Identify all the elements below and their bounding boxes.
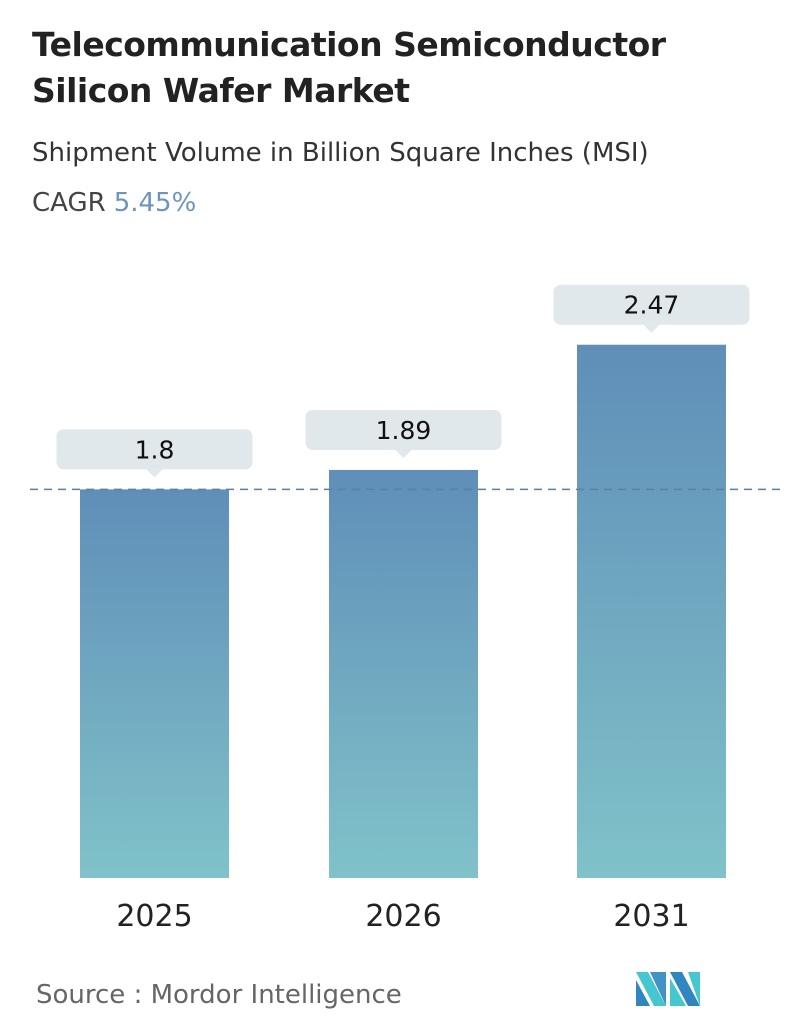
data-label: 2.47	[624, 291, 680, 320]
data-label-pointer	[395, 449, 412, 458]
data-label-box	[56, 429, 253, 470]
data-label-pointer	[643, 324, 660, 333]
cagr: CAGR 5.45%	[32, 188, 196, 218]
x-tick-label: 2025	[116, 899, 192, 934]
data-label-pointer	[146, 469, 163, 478]
bar-2025	[80, 489, 229, 878]
data-label-box	[305, 409, 502, 450]
data-label: 1.89	[376, 416, 432, 445]
bar-2031	[577, 344, 726, 878]
data-label: 1.8	[135, 435, 175, 464]
chart-title: Telecommunication Semiconductor Silicon …	[32, 25, 666, 110]
chart-subtitle: Shipment Volume in Billion Square Inches…	[32, 138, 649, 168]
cagr-value: 5.45%	[113, 188, 197, 218]
x-tick-label: 2026	[365, 899, 441, 934]
cagr-label: CAGR	[32, 188, 106, 218]
data-label-box	[553, 284, 750, 325]
bar-2026	[329, 469, 478, 878]
x-tick-label: 2031	[613, 899, 689, 934]
source-text: Source : Mordor Intelligence	[36, 980, 402, 1010]
